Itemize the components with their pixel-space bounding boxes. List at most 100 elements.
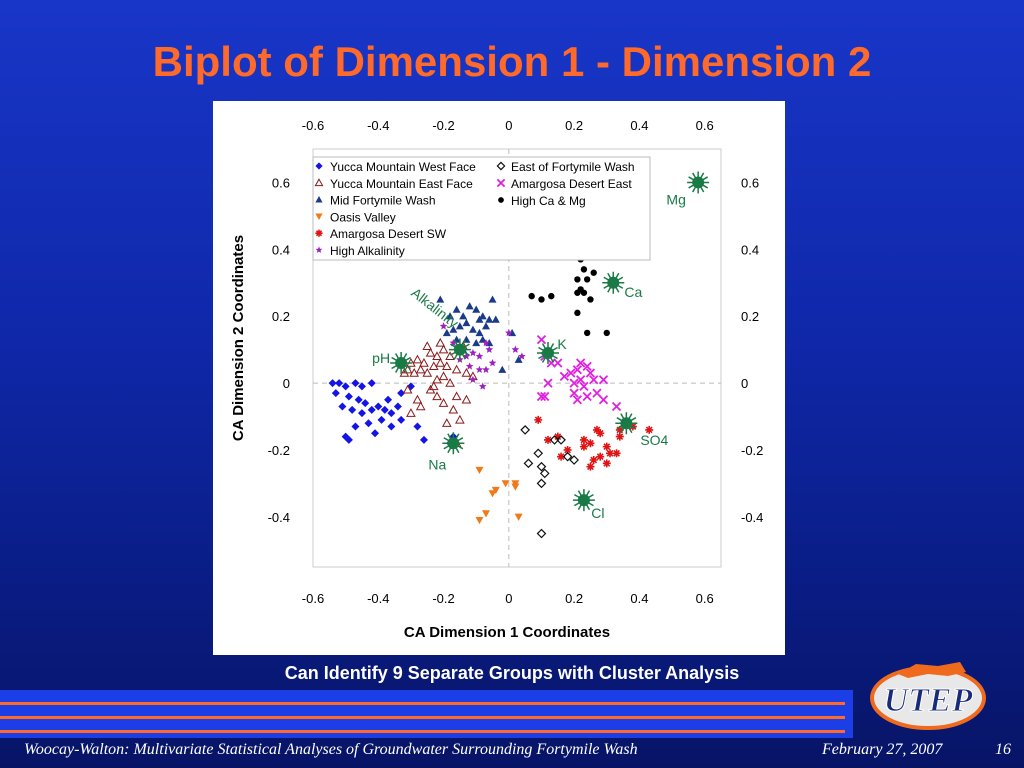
data-point	[569, 455, 579, 465]
data-point	[478, 382, 487, 390]
legend-marker	[315, 196, 323, 203]
y-tick-label: 0.4	[272, 242, 290, 257]
y-axis-label: CA Dimension 2 Coordinates	[230, 235, 247, 441]
data-point	[406, 408, 416, 417]
data-point	[523, 458, 534, 469]
data-point	[435, 337, 446, 347]
data-point	[338, 402, 347, 411]
variable-marker	[447, 437, 460, 450]
data-point	[533, 448, 544, 459]
footer-presentation-title: Woocay-Walton: Multivariate Statistical …	[24, 741, 638, 758]
data-point	[553, 432, 562, 441]
data-point	[397, 415, 406, 424]
x-tick-label: 0.2	[565, 591, 583, 606]
data-point	[397, 389, 406, 398]
data-point	[469, 348, 477, 357]
x-tick-label-top: -0.4	[367, 118, 389, 133]
legend-label: Yucca Mountain East Face	[330, 177, 473, 191]
data-point	[445, 378, 455, 387]
y-tick-label-right: 0.2	[741, 309, 759, 324]
chart-caption: Can Identify 9 Separate Groups with Clus…	[284, 663, 740, 683]
data-point	[615, 432, 624, 441]
data-point	[475, 365, 484, 373]
data-point	[335, 379, 344, 388]
data-point	[475, 516, 484, 525]
data-point	[520, 425, 531, 435]
data-point	[602, 442, 611, 451]
data-point	[572, 365, 583, 375]
legend-marker	[315, 213, 323, 220]
variable-marker	[692, 176, 705, 189]
data-point	[475, 466, 484, 475]
data-point	[505, 328, 513, 337]
y-tick-label: 0.2	[272, 309, 290, 324]
data-point	[536, 461, 547, 472]
data-point	[348, 405, 357, 414]
data-point	[498, 365, 507, 373]
variable-label: Cl	[591, 505, 604, 521]
data-point	[419, 435, 428, 444]
data-point	[449, 325, 458, 333]
legend-box	[312, 156, 651, 261]
data-point	[491, 315, 500, 323]
data-point	[544, 435, 553, 444]
y-tick-label-right: 0.4	[741, 242, 759, 257]
data-point	[432, 391, 442, 401]
y-tick-label: -0.4	[268, 510, 290, 525]
data-point	[534, 415, 543, 424]
data-point	[451, 391, 462, 401]
data-point	[579, 442, 588, 451]
data-point	[589, 455, 598, 464]
data-point	[387, 422, 396, 431]
data-point	[562, 451, 573, 462]
legend-marker	[496, 178, 506, 188]
data-point	[586, 439, 595, 448]
data-point	[539, 468, 550, 479]
y-tick-label-right: -0.2	[741, 443, 763, 458]
data-point	[439, 322, 448, 330]
data-point	[481, 322, 490, 330]
data-point	[455, 414, 465, 424]
variable-label: Na	[428, 456, 446, 472]
legend-label: Oasis Valley	[330, 210, 396, 224]
data-point	[412, 354, 423, 364]
data-point	[459, 312, 468, 320]
data-point	[436, 295, 445, 303]
data-point	[488, 295, 497, 303]
data-point	[328, 379, 337, 388]
data-point	[475, 315, 484, 323]
data-point	[586, 462, 595, 471]
data-point	[501, 480, 510, 488]
data-point	[465, 362, 474, 370]
data-point	[603, 329, 610, 337]
data-point	[341, 382, 350, 391]
legend-label: Amargosa Desert East	[511, 177, 632, 191]
y-tick-label: 0.6	[272, 175, 290, 190]
data-point	[585, 368, 596, 378]
data-point	[344, 392, 353, 401]
data-point	[589, 375, 599, 385]
footer-stripe-line	[0, 716, 845, 719]
footer-date: February 27, 2007	[822, 741, 943, 758]
variable-label: Mg	[666, 191, 685, 207]
data-point	[380, 405, 389, 414]
y-tick-label-right: 0.6	[741, 175, 759, 190]
data-point	[491, 486, 500, 495]
x-tick-label: -0.6	[302, 591, 324, 606]
data-point	[582, 361, 592, 371]
data-point	[576, 375, 586, 385]
data-point	[511, 480, 520, 488]
data-point	[645, 425, 654, 434]
data-point	[596, 452, 605, 461]
data-point	[367, 405, 376, 414]
data-point	[361, 399, 370, 408]
data-point	[446, 312, 455, 320]
data-point	[598, 395, 609, 405]
data-point	[364, 419, 373, 428]
data-point	[485, 315, 494, 323]
data-point	[587, 296, 594, 303]
data-point	[409, 368, 420, 377]
data-point	[569, 378, 579, 388]
data-point	[553, 358, 563, 368]
data-point	[579, 435, 588, 444]
